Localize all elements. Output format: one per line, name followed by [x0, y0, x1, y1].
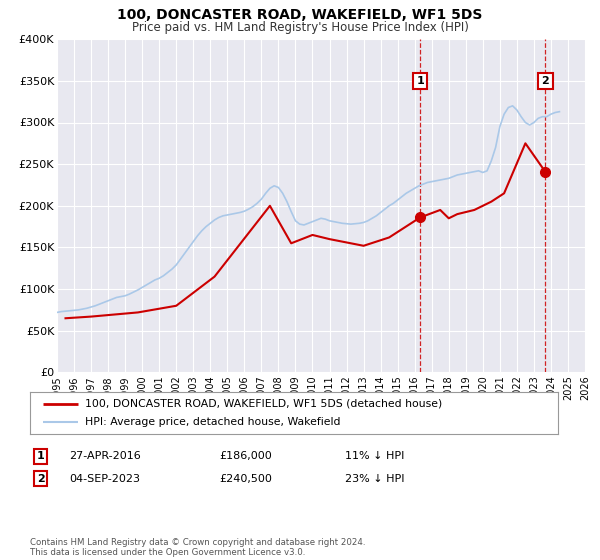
Text: 2: 2	[37, 474, 44, 484]
Text: 2: 2	[542, 76, 550, 86]
Text: 23% ↓ HPI: 23% ↓ HPI	[345, 474, 404, 484]
Text: £240,500: £240,500	[219, 474, 272, 484]
Text: HPI: Average price, detached house, Wakefield: HPI: Average price, detached house, Wake…	[85, 417, 341, 427]
Text: 100, DONCASTER ROAD, WAKEFIELD, WF1 5DS: 100, DONCASTER ROAD, WAKEFIELD, WF1 5DS	[118, 8, 482, 22]
Text: Price paid vs. HM Land Registry's House Price Index (HPI): Price paid vs. HM Land Registry's House …	[131, 21, 469, 34]
Text: 100, DONCASTER ROAD, WAKEFIELD, WF1 5DS (detached house): 100, DONCASTER ROAD, WAKEFIELD, WF1 5DS …	[85, 399, 443, 409]
Text: 1: 1	[416, 76, 424, 86]
Text: 11% ↓ HPI: 11% ↓ HPI	[345, 451, 404, 461]
Text: Contains HM Land Registry data © Crown copyright and database right 2024.
This d: Contains HM Land Registry data © Crown c…	[30, 538, 365, 557]
Text: £186,000: £186,000	[219, 451, 272, 461]
Text: 04-SEP-2023: 04-SEP-2023	[69, 474, 140, 484]
Text: 27-APR-2016: 27-APR-2016	[69, 451, 141, 461]
Text: 1: 1	[37, 451, 44, 461]
